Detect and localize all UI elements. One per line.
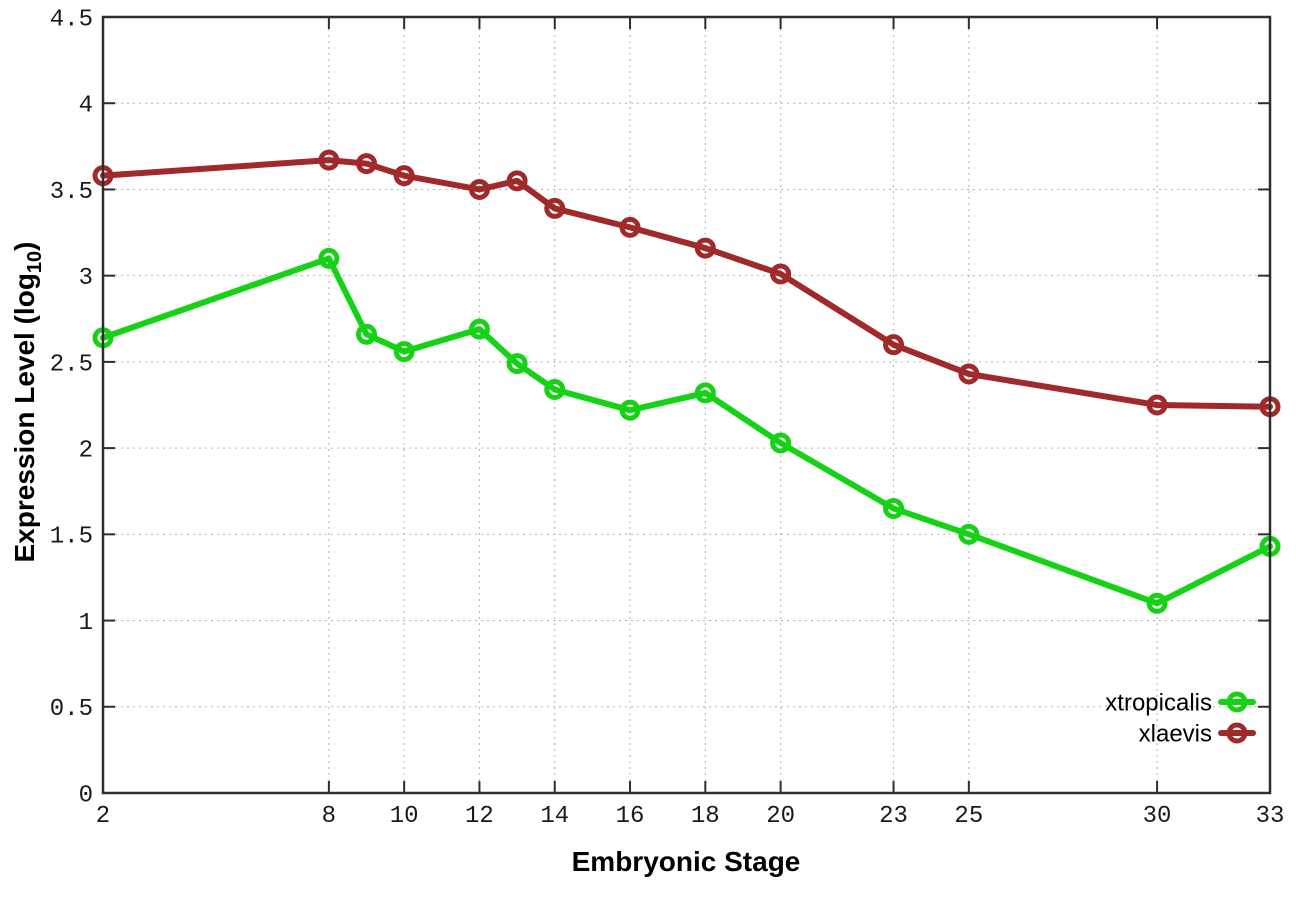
y-axis-title: Expression Level (log10) bbox=[9, 242, 47, 563]
data-point-xlaevis bbox=[544, 197, 566, 219]
y-axis-title-suffix: ) bbox=[9, 241, 41, 251]
data-point-xtropicalis bbox=[356, 323, 378, 345]
data-point-xtropicalis bbox=[619, 399, 641, 421]
x-tick-label: 20 bbox=[766, 803, 795, 830]
legend: xtropicalis xlaevis bbox=[1105, 689, 1256, 747]
data-point-xlaevis bbox=[468, 178, 490, 200]
data-series bbox=[92, 149, 1281, 614]
x-tick-label: 8 bbox=[322, 803, 336, 830]
data-point-xlaevis bbox=[506, 170, 528, 192]
axis-ticks bbox=[102, 16, 1271, 794]
legend-entry-xtropicalis: xtropicalis bbox=[1105, 689, 1256, 716]
x-tick-label: 10 bbox=[390, 803, 419, 830]
data-point-xtropicalis bbox=[770, 432, 792, 454]
y-tick-label: 4.5 bbox=[50, 6, 93, 33]
legend-entry-xlaevis: xlaevis bbox=[1139, 720, 1256, 747]
data-point-xlaevis bbox=[393, 165, 415, 187]
legend-label: xtropicalis bbox=[1105, 689, 1212, 716]
y-tick-label: 0.5 bbox=[50, 696, 93, 723]
x-tick-label: 2 bbox=[96, 803, 110, 830]
legend-marker-sample bbox=[1226, 722, 1248, 744]
legend-marker-sample bbox=[1226, 691, 1248, 713]
data-point-xlaevis bbox=[770, 263, 792, 285]
y-tick-label: 1 bbox=[79, 610, 93, 637]
data-point-xtropicalis bbox=[958, 523, 980, 545]
y-tick-label: 2 bbox=[79, 438, 93, 465]
series-line-xlaevis bbox=[100, 157, 1273, 410]
data-point-xlaevis bbox=[883, 334, 905, 356]
x-tick-label: 18 bbox=[691, 803, 720, 830]
data-point-xlaevis bbox=[694, 237, 716, 259]
data-point-xtropicalis bbox=[468, 318, 490, 340]
y-axis-title-subscript: 10 bbox=[23, 250, 46, 274]
y-tick-label: 3.5 bbox=[50, 179, 93, 206]
data-point-xtropicalis bbox=[544, 378, 566, 400]
legend-label: xlaevis bbox=[1139, 720, 1212, 747]
x-axis-title: Embryonic Stage bbox=[571, 846, 801, 877]
x-tick-label: 23 bbox=[879, 803, 908, 830]
x-tick-label: 33 bbox=[1256, 803, 1285, 830]
plot-border bbox=[101, 15, 1272, 795]
series-xlaevis bbox=[92, 149, 1281, 418]
y-tick-label: 2.5 bbox=[50, 351, 93, 378]
y-tick-label: 1.5 bbox=[50, 524, 93, 551]
series-line-xtropicalis bbox=[100, 255, 1273, 607]
data-point-xtropicalis bbox=[318, 247, 340, 269]
data-point-xtropicalis bbox=[694, 382, 716, 404]
y-tick-label: 0 bbox=[79, 782, 93, 809]
y-axis-title-text: Expression Level (log bbox=[9, 273, 41, 563]
data-point-xlaevis bbox=[1146, 394, 1168, 416]
series-xtropicalis bbox=[92, 247, 1281, 614]
data-point-xtropicalis bbox=[506, 353, 528, 375]
x-tick-label: 30 bbox=[1143, 803, 1172, 830]
data-point-xtropicalis bbox=[393, 341, 415, 363]
plot-border-rect bbox=[101, 15, 1272, 795]
data-point-xlaevis bbox=[958, 363, 980, 385]
y-tick-label: 3 bbox=[79, 265, 93, 292]
data-point-xtropicalis bbox=[1146, 592, 1168, 614]
data-point-xlaevis bbox=[356, 153, 378, 175]
x-tick-label: 25 bbox=[954, 803, 983, 830]
tick-labels: 2 8 10 12 14 16 18 20 23 25 30 33 0 0.5 1 1.5 2 2.5 3 3.5 4 4… bbox=[50, 6, 1285, 830]
y-tick-label: 4 bbox=[79, 93, 93, 120]
x-tick-label: 16 bbox=[616, 803, 645, 830]
x-tick-label: 14 bbox=[540, 803, 569, 830]
x-tick-label: 12 bbox=[465, 803, 494, 830]
gridlines bbox=[103, 17, 1270, 793]
data-point-xlaevis bbox=[619, 216, 641, 238]
data-point-xlaevis bbox=[318, 149, 340, 171]
data-point-xtropicalis bbox=[883, 497, 905, 519]
